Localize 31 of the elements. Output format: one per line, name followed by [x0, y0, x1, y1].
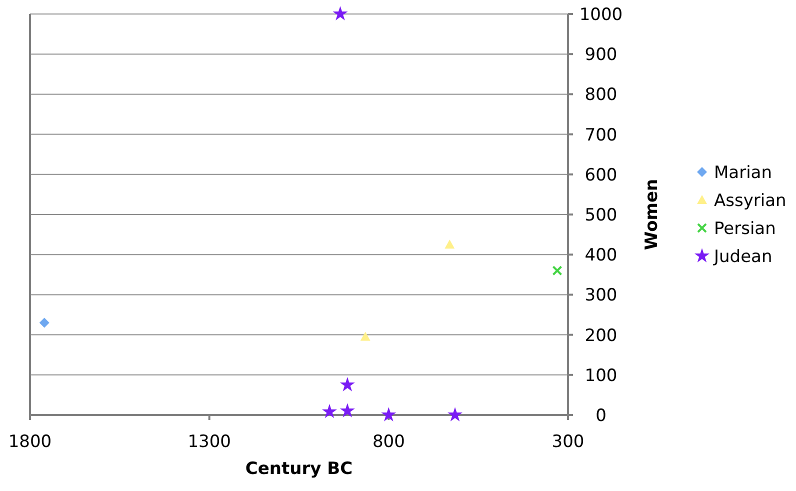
- y-tick-label: 900: [584, 45, 618, 66]
- point: [444, 240, 455, 249]
- legend-label: Marian: [714, 162, 772, 183]
- y-tick-label: 1000: [579, 4, 623, 25]
- x-tick-label: 1800: [8, 432, 52, 452]
- x-tick-label: 1300: [188, 432, 231, 452]
- legend-label: Assyrian: [714, 190, 786, 211]
- y-tick-label: 400: [584, 246, 618, 266]
- y-tick-label: 500: [584, 205, 618, 226]
- x-tick-label: 300: [552, 432, 584, 452]
- x-tick-label: 800: [372, 432, 405, 452]
- y-tick-label: 800: [584, 85, 618, 106]
- y-tick-label: 0: [596, 406, 606, 426]
- point: [39, 318, 50, 328]
- point: [340, 377, 355, 392]
- y-tick-label: 600: [584, 165, 618, 186]
- point: [340, 403, 355, 418]
- point: [448, 407, 463, 422]
- point: [381, 407, 396, 422]
- point: [322, 404, 337, 418]
- legend-label: Persian: [714, 218, 776, 239]
- legend-label: Judean: [713, 246, 772, 267]
- point: [552, 266, 562, 276]
- x-axis-title: Century BC: [245, 459, 353, 479]
- point: [360, 332, 370, 341]
- y-tick-label: 200: [584, 326, 618, 346]
- y-axis-title: Women: [642, 178, 662, 250]
- y-tick-label: 300: [584, 286, 618, 306]
- point: [332, 6, 348, 20]
- y-tick-label: 100: [584, 366, 618, 386]
- y-tick-label: 700: [584, 125, 618, 146]
